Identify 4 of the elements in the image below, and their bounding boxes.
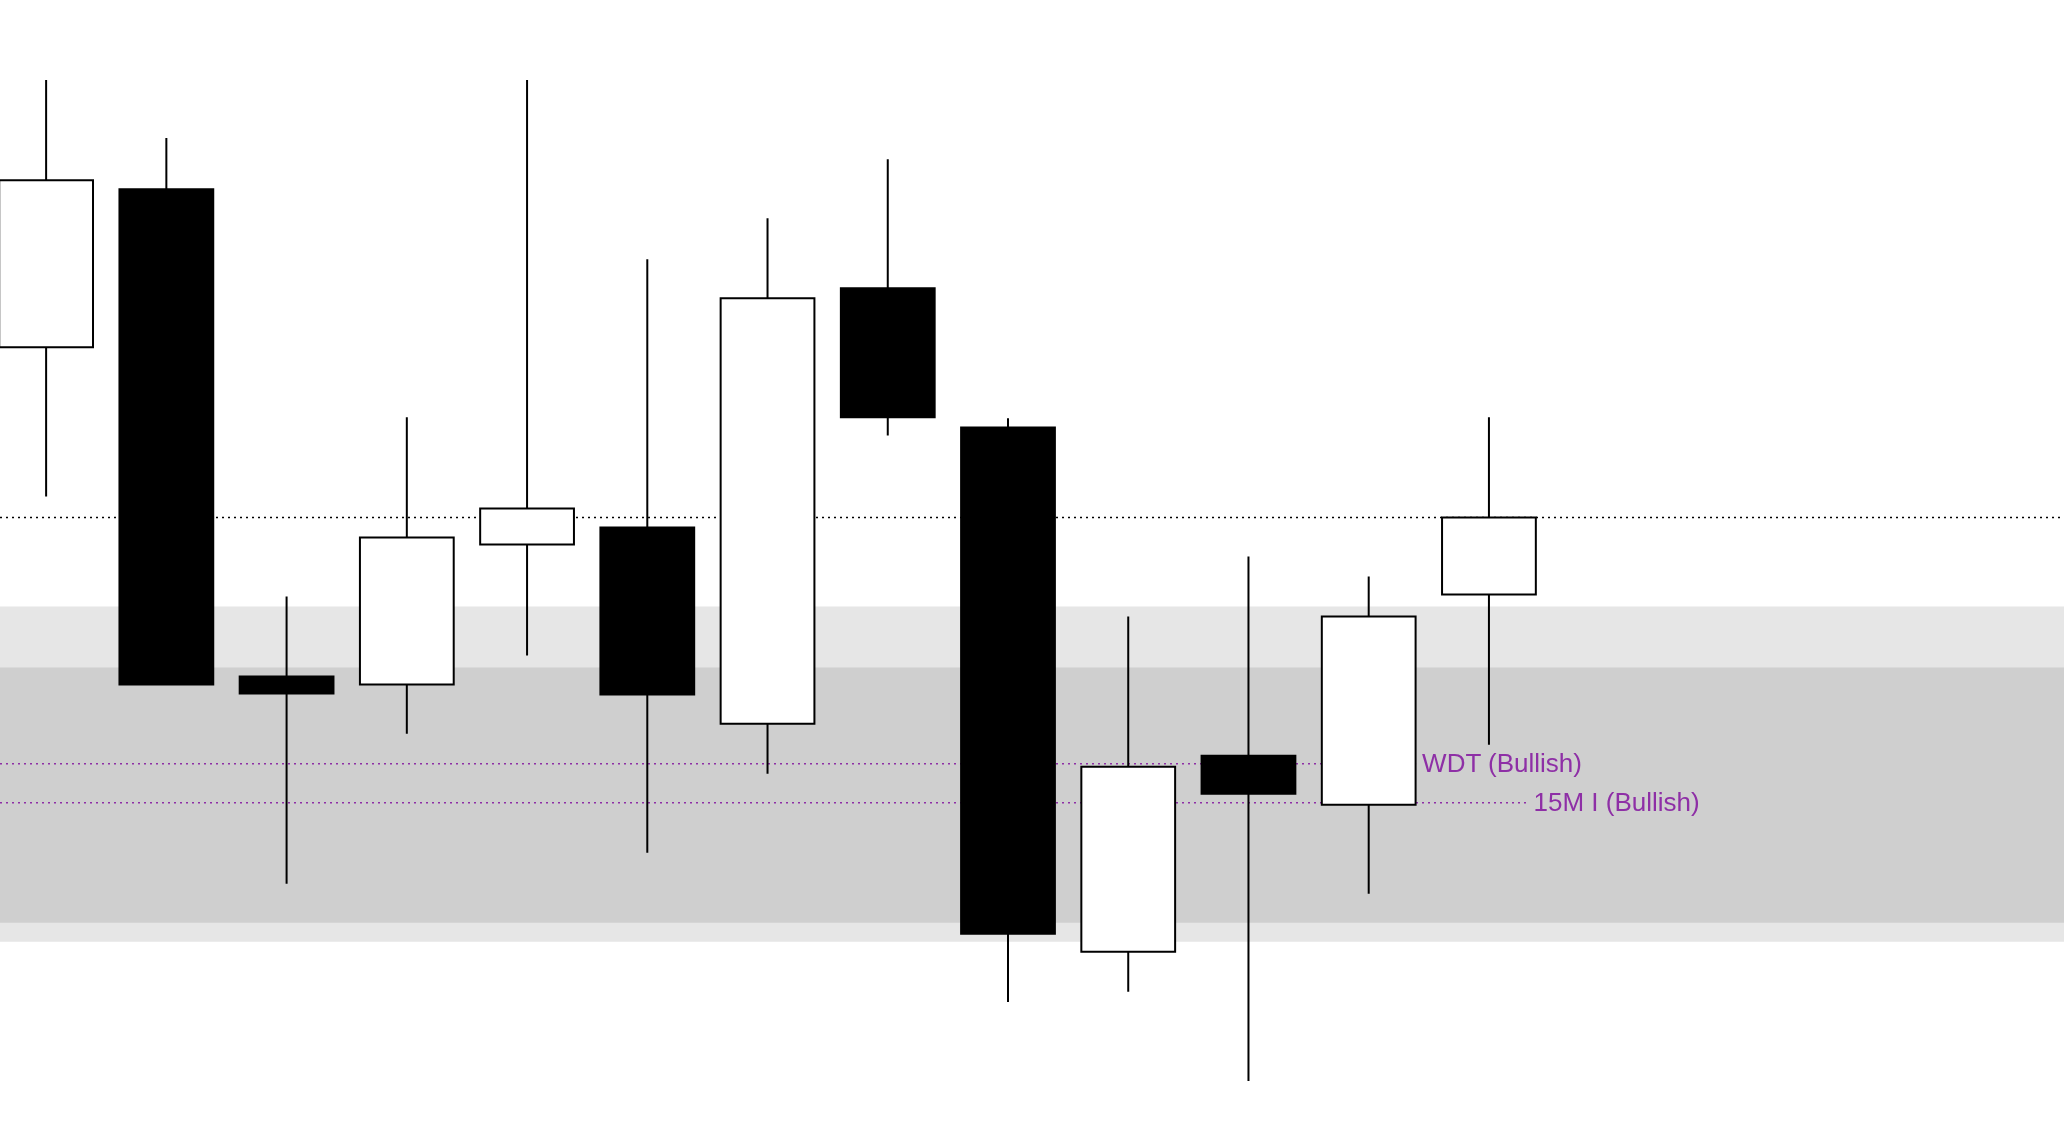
ref-line-label: WDT (Bullish) xyxy=(1422,747,1582,778)
ref-line-label: 15M I (Bullish) xyxy=(1533,786,1700,817)
candlestick xyxy=(238,595,335,885)
candlestick xyxy=(1200,555,1297,1082)
